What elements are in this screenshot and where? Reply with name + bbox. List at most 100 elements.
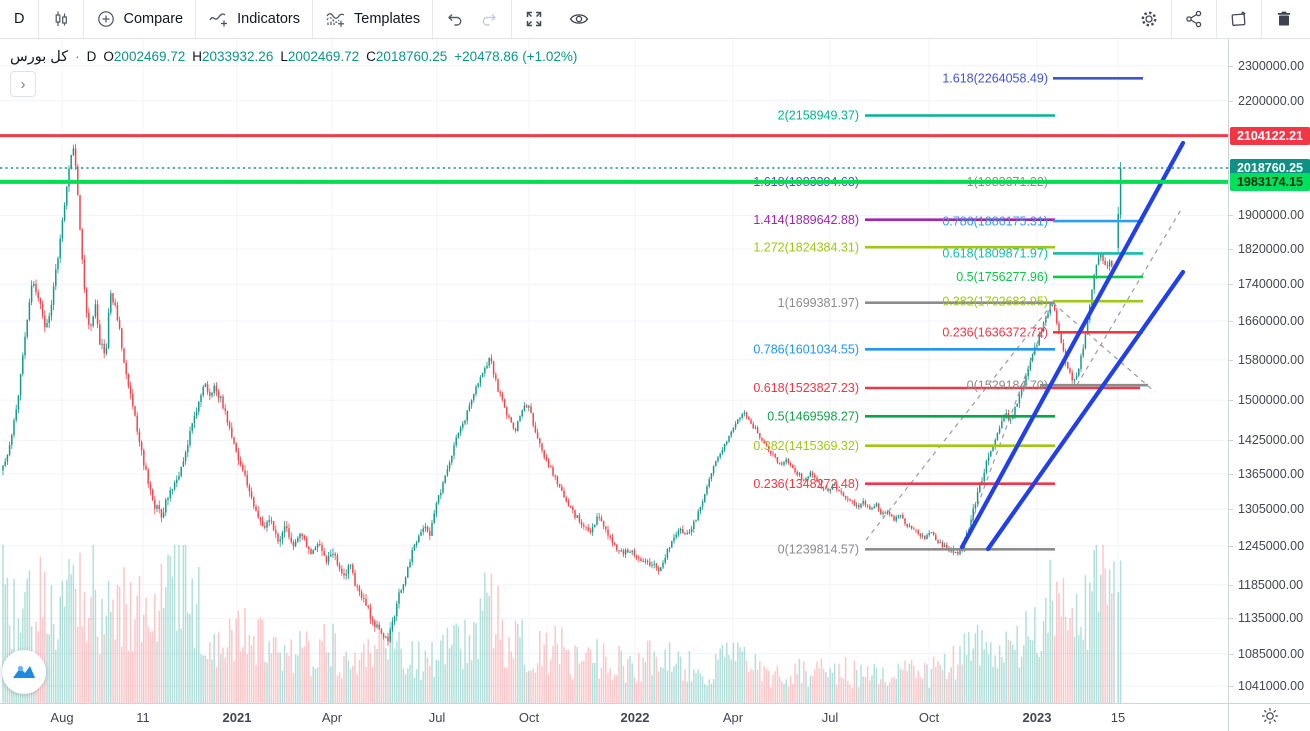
toolbar-separator (1216, 0, 1217, 38)
axis-corner (1228, 704, 1310, 731)
time-tick: Jul (428, 710, 446, 725)
toolbar-separator (38, 0, 40, 38)
dashed-trendlines[interactable] (865, 207, 1183, 549)
fib-level-label: 0.618(1523827.23) (753, 381, 859, 395)
time-tick: 15 (1110, 710, 1126, 725)
templates-label: Templates (354, 11, 421, 27)
fib-level-label: 2(2158949.37) (778, 109, 859, 123)
change-value: +20478.86 (+1.02%) (454, 49, 578, 64)
toolbar-separator (83, 0, 85, 38)
price-tick: 1820000.00 (1229, 242, 1310, 256)
time-tick: 11 (136, 710, 150, 725)
ohlc-low: L2002469.72 (280, 49, 360, 64)
legend-collapse-button[interactable]: › (10, 71, 36, 97)
price-tick: 1185000.00 (1229, 578, 1310, 592)
price-tick: 1580000.00 (1229, 353, 1310, 367)
symbol-name[interactable]: كل بورس (10, 49, 69, 65)
price-badge: 2104122.21 (1230, 127, 1310, 145)
grid-layer (0, 39, 1228, 703)
snapshot-icon (1229, 9, 1249, 29)
fib-level-label: 0(1529184.70) (967, 378, 1048, 392)
fib-level-label: 0.382(1415369.32) (753, 439, 859, 453)
price-tick: 2300000.00 (1229, 59, 1310, 73)
compare-plus-icon (96, 9, 116, 29)
interval-label: D (14, 11, 25, 27)
ohlc-close: C2018760.25 (366, 49, 448, 64)
ohlc-high: H2033932.26 (192, 49, 274, 64)
symbol-legend: كل بورس · D O2002469.72 H2033932.26 L200… (10, 49, 577, 65)
compare-button[interactable]: Compare (84, 0, 195, 38)
fib-level-label: 1(1699381.97) (778, 296, 859, 310)
fib-level-label: 1.272(1824384.31) (753, 240, 859, 254)
time-tick: Aug (50, 710, 74, 725)
volume-layer (2, 545, 1122, 703)
fib-level-label: 0.382(1702683.95) (942, 294, 1048, 308)
chart-style-button[interactable] (39, 0, 83, 38)
price-axis[interactable]: 2300000.00 2200000.00 1900000.00 1820000.00… (1228, 39, 1310, 703)
toolbar-right-group (1127, 0, 1310, 38)
fib-level-label: 0.618(1809871.97) (942, 247, 1048, 261)
time-tick: Apr (722, 710, 744, 725)
fib-level-label: 0.236(1348272.48) (753, 477, 859, 491)
fib-oct2022-low[interactable]: 0(1239814.57) 0.236(1348272.48) 0.382(1415… (753, 109, 1140, 557)
price-tick: 1305000.00 (1229, 502, 1310, 516)
toolbar-separator (432, 0, 434, 38)
redo-button[interactable] (477, 0, 511, 38)
share-button[interactable] (1172, 0, 1216, 38)
time-tick: Apr (321, 710, 343, 725)
settings-button[interactable] (1127, 0, 1171, 38)
toolbar-separator (511, 0, 513, 38)
toolbar-separator (312, 0, 313, 38)
time-axis[interactable]: Aug 11 2021 Apr Jul Oct 2022 Apr Jul Oct 2023 15 (0, 703, 1310, 731)
legend-interval: D (86, 49, 97, 64)
hide-drawings-button[interactable] (556, 0, 602, 38)
templates-icon (325, 9, 347, 29)
toolbar-separator (195, 0, 197, 38)
eye-icon (568, 9, 590, 29)
chevron-right-icon: › (20, 75, 26, 93)
time-tick: 2022 (620, 710, 650, 725)
price-tick: 1245000.00 (1229, 539, 1310, 553)
fib-level-label: 0.786(1886175.31) (942, 214, 1048, 228)
legend-separator: · (75, 49, 80, 64)
templates-button[interactable]: Templates (313, 0, 432, 38)
toolbar-separator (1261, 0, 1262, 38)
price-tick: 1740000.00 (1229, 277, 1310, 291)
price-tick: 1425000.00 (1229, 433, 1310, 447)
time-tick: Oct (918, 710, 940, 725)
fib-level-label: 1.618(2264058.49) (942, 72, 1048, 86)
snapshot-button[interactable] (1217, 0, 1261, 38)
indicators-button[interactable]: Indicators (196, 0, 312, 38)
redo-icon (479, 9, 499, 29)
fib-level-label: 1.414(1889642.88) (753, 213, 859, 227)
undo-button[interactable] (433, 0, 477, 38)
share-icon (1184, 9, 1204, 29)
toolbar-separator (1171, 0, 1172, 38)
price-tick: 1660000.00 (1229, 314, 1310, 328)
compare-label: Compare (123, 11, 184, 27)
price-tick: 1365000.00 (1229, 467, 1310, 481)
theme-toggle-button[interactable] (1261, 707, 1279, 730)
interval-button[interactable]: D (0, 0, 38, 38)
time-tick: Jul (821, 710, 839, 725)
ascending-channel[interactable] (959, 140, 1186, 552)
price-badge: 1983174.15 (1230, 173, 1310, 191)
chart-canvas[interactable]: 0(1239814.57) 0.236(1348272.48) 0.382(1415… (0, 39, 1228, 703)
horizontal-price-lines[interactable] (0, 134, 1228, 184)
chart-pane[interactable]: 0(1239814.57) 0.236(1348272.48) 0.382(1415… (0, 39, 1228, 703)
fullscreen-icon (524, 9, 544, 29)
undo-icon (445, 9, 465, 29)
delete-button[interactable] (1262, 0, 1310, 38)
price-badge: 2018760.25 (1230, 159, 1310, 177)
time-tick: Oct (518, 710, 540, 725)
fib-level-label: 0.5(1469598.27) (767, 410, 859, 424)
price-tick: 2200000.00 (1229, 94, 1310, 108)
fullscreen-button[interactable] (512, 0, 556, 38)
price-tick: 1041000.00 (1229, 679, 1310, 693)
price-tick: 1085000.00 (1229, 647, 1310, 661)
price-tick: 1135000.00 (1229, 611, 1310, 625)
trash-icon (1274, 9, 1294, 29)
candlestick-style-icon (51, 9, 71, 29)
fib-dec2022-leg[interactable]: 0(1529184.70) 0.236(1636372.72) 0.382(1702… (942, 72, 1148, 393)
